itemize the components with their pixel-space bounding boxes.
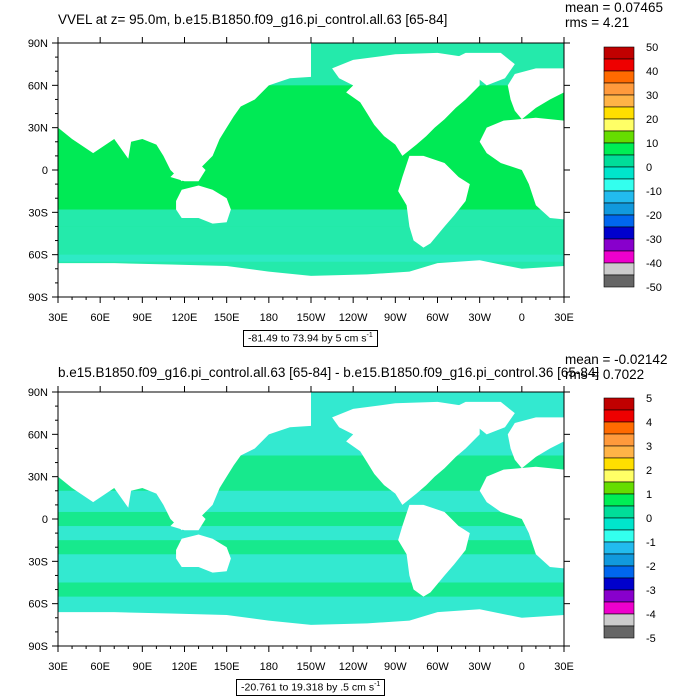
panel1-land (58, 43, 564, 297)
colorbar-label: 10 (646, 138, 658, 150)
landmass-samerica (398, 155, 470, 248)
panel2-rms: rms = 0.7022 (565, 367, 645, 382)
panel1-range-box: -81.49 to 73.94 by 5 cm s-1 (243, 330, 378, 347)
lon-label: 0 (519, 312, 525, 324)
colorbar-label: -30 (646, 234, 662, 246)
colorbar-cell (603, 166, 635, 180)
colorbar-cell (603, 214, 635, 228)
colorbar-label: -20 (646, 210, 662, 222)
colorbar-cell (603, 94, 635, 108)
colorbar-cell (603, 154, 635, 168)
colorbar-cell (603, 190, 635, 204)
panel2-range-text: -20.761 to 19.318 by .5 cm s (241, 681, 375, 694)
landmass-africa (479, 117, 564, 220)
colorbar-cell (603, 70, 635, 84)
colorbar-cell (603, 250, 635, 264)
panel1-range-text: -81.49 to 73.94 by 5 cm s (248, 332, 367, 345)
lat-label: 30N (28, 123, 48, 135)
panel1-mean: mean = 0.07465 (565, 0, 663, 15)
lon-label: 150E (214, 312, 240, 324)
lon-label: 30E (48, 312, 68, 324)
panel1-rms: rms = 4.21 (565, 15, 630, 30)
panel2-range-exp: -1 (374, 681, 381, 688)
landmass-australia (176, 185, 231, 224)
lat-label: 60N (28, 80, 48, 92)
colorbar-label: 30 (646, 90, 658, 102)
landmass-africa_eurasia_east (58, 43, 311, 182)
colorbar-cell (603, 178, 635, 192)
panel1-title: VVEL at z= 95.0m, b.e15.B1850.f09_g16.pi… (58, 12, 448, 27)
panel2-mean: mean = -0.02142 (565, 352, 668, 367)
lon-label: 150W (297, 312, 326, 324)
lon-label: 120W (339, 312, 368, 324)
colorbar-cell (603, 238, 635, 252)
colorbar-cell (603, 274, 635, 288)
colorbar-cell (603, 226, 635, 240)
colorbar-label: 20 (646, 114, 658, 126)
colorbar-cell (603, 58, 635, 72)
landmass-europe (507, 68, 564, 120)
colorbar-cell (603, 118, 635, 132)
lat-label: 90S (28, 292, 48, 304)
lat-label: 0 (42, 165, 48, 177)
colorbar-cell (603, 82, 635, 96)
landmass-greenland (451, 52, 515, 86)
lon-label: 30E (554, 312, 574, 324)
colorbar-label: -10 (646, 186, 662, 198)
lat-label: 30S (28, 207, 48, 219)
landmass-antarctica (58, 260, 564, 297)
lat-label: 90N (28, 38, 48, 50)
colorbar-label: -50 (646, 282, 662, 294)
colorbar-cell (603, 142, 635, 156)
lon-label: 90E (133, 312, 153, 324)
colorbar-cell (603, 106, 635, 120)
lon-label: 60E (90, 312, 110, 324)
colorbar-cell (603, 202, 635, 216)
colorbar-label: 0 (646, 162, 652, 174)
colorbar-cell (603, 46, 635, 60)
lon-label: 120E (172, 312, 198, 324)
lon-label: 180 (260, 312, 278, 324)
landmass-seasia (170, 162, 206, 182)
lon-label: 90W (384, 312, 407, 324)
lat-label: 60S (28, 250, 48, 262)
panel2-range-box: -20.761 to 19.318 by .5 cm s-1 (236, 679, 386, 696)
colorbar-cell (603, 262, 635, 276)
colorbar-label: -40 (646, 258, 662, 270)
panel2-title: b.e15.B1850.f09_g16.pi_control.all.63 [6… (58, 365, 600, 380)
panel1-range-exp: -1 (366, 332, 373, 339)
landmass-japan (212, 107, 224, 124)
colorbar-label: 50 (646, 42, 658, 54)
landmass-namerica (332, 52, 480, 156)
panel1-colorbar: 50 40 30 20 10 0 -10 -20 -30 -40 -50 (603, 42, 662, 294)
colorbar-cell (603, 130, 635, 144)
lon-label: 30W (468, 312, 491, 324)
lon-label: 60W (426, 312, 449, 324)
colorbar-label: 40 (646, 66, 658, 78)
